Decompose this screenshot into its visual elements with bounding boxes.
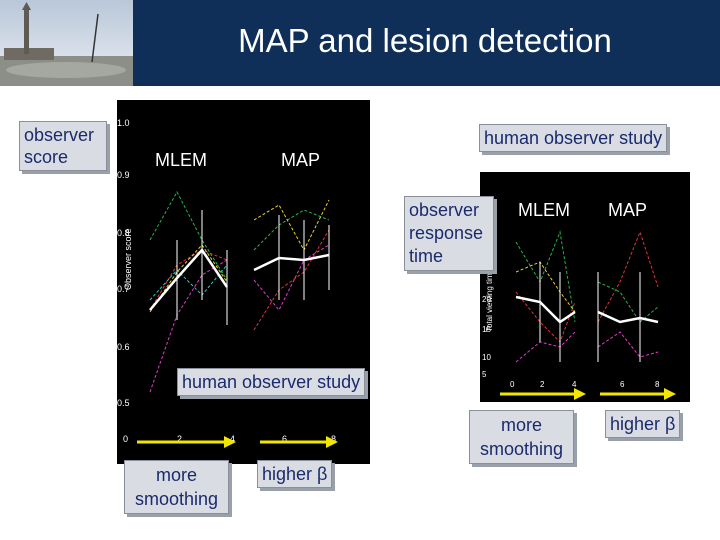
- left-ytick: 0.5: [117, 398, 130, 408]
- arrow-head: [224, 436, 236, 448]
- higher-beta-right-callout: higher β: [605, 410, 681, 438]
- right-series-yellow: [515, 261, 576, 313]
- right-xtick: 8: [655, 380, 660, 389]
- more-smoothing-left-callout: more smoothing: [124, 460, 229, 514]
- observer-score-callout: observer score: [19, 121, 107, 171]
- right-ytick: 5: [482, 370, 487, 379]
- right-series-green: [515, 230, 576, 323]
- right-series-magenta: [515, 331, 576, 363]
- left-series-cyan: [149, 264, 228, 301]
- right-ytick: 20: [482, 295, 491, 304]
- right-mean-line-mlem: [515, 295, 576, 324]
- left-series-green-right: [253, 209, 330, 251]
- left-series-yellow: [149, 244, 228, 313]
- left-series-green: [149, 190, 228, 281]
- slide-title: MAP and lesion detection: [238, 22, 612, 59]
- human-study-top-callout: human observer study: [479, 124, 668, 152]
- left-series-red-right: [253, 229, 330, 331]
- more-smoothing-left-label: more smoothing: [134, 465, 219, 509]
- right-chart-panel: Total viewing time 25 20 15 10 5 0 2 4 6…: [480, 172, 690, 402]
- higher-beta-right-label: higher β: [610, 414, 676, 434]
- right-map-label: MAP: [608, 200, 647, 220]
- response-time-label: observer response time: [409, 200, 484, 266]
- arrow-head: [574, 388, 586, 400]
- right-series-magenta-right: [597, 331, 659, 358]
- left-xtick: 6: [282, 434, 287, 444]
- left-mean-line-map: [253, 253, 330, 272]
- left-xtick: 2: [177, 434, 182, 444]
- right-y-axis-label: Total viewing time: [485, 268, 494, 332]
- more-smoothing-right-label: more smoothing: [479, 415, 564, 459]
- right-xtick: 6: [620, 380, 625, 389]
- left-ytick: 0.7: [117, 284, 130, 294]
- right-ytick: 15: [482, 325, 491, 334]
- human-study-mid-label: human observer study: [182, 372, 361, 392]
- left-y-axis-label: Observer score: [123, 228, 133, 290]
- right-xtick: 4: [572, 380, 577, 389]
- left-series-magenta: [149, 259, 228, 393]
- right-series-red-right: [597, 230, 659, 323]
- right-mlem-label: MLEM: [518, 200, 570, 220]
- right-series-red: [515, 291, 576, 343]
- left-ytick: 0.6: [117, 342, 130, 352]
- left-xtick: 0: [123, 434, 128, 444]
- left-xtick: 4: [230, 434, 235, 444]
- higher-beta-left-label: higher β: [262, 464, 328, 484]
- arrow-head: [664, 388, 676, 400]
- right-mean-line-map: [597, 310, 659, 324]
- response-time-callout: observer response time: [404, 196, 494, 271]
- higher-beta-left-callout: higher β: [257, 460, 333, 488]
- right-series-green-right: [597, 281, 659, 323]
- left-mlem-label: MLEM: [155, 150, 207, 170]
- left-ytick: 0.9: [117, 170, 130, 180]
- observer-score-label: observer score: [24, 125, 95, 167]
- left-chart-panel: Observer score 1.0 0.9 0.8 0.7 0.6 0.5 0…: [117, 100, 370, 464]
- left-ytick: 0.8: [117, 228, 130, 238]
- right-xtick: 2: [540, 380, 545, 389]
- right-xtick: 0: [510, 380, 515, 389]
- left-xtick: 8: [331, 434, 336, 444]
- right-ytick: 10: [482, 353, 491, 362]
- left-map-label: MAP: [281, 150, 320, 170]
- human-study-mid-callout: human observer study: [177, 368, 366, 396]
- left-mean-line-mlem: [149, 247, 229, 311]
- header-photo: [0, 0, 133, 86]
- human-study-top-label: human observer study: [484, 128, 663, 148]
- left-series-magenta-right: [253, 244, 330, 311]
- left-ytick: 1.0: [117, 118, 130, 128]
- arrow-head: [326, 436, 338, 448]
- left-series-red: [149, 249, 228, 311]
- slide-header: MAP and lesion detection: [0, 0, 720, 86]
- more-smoothing-right-callout: more smoothing: [469, 410, 574, 464]
